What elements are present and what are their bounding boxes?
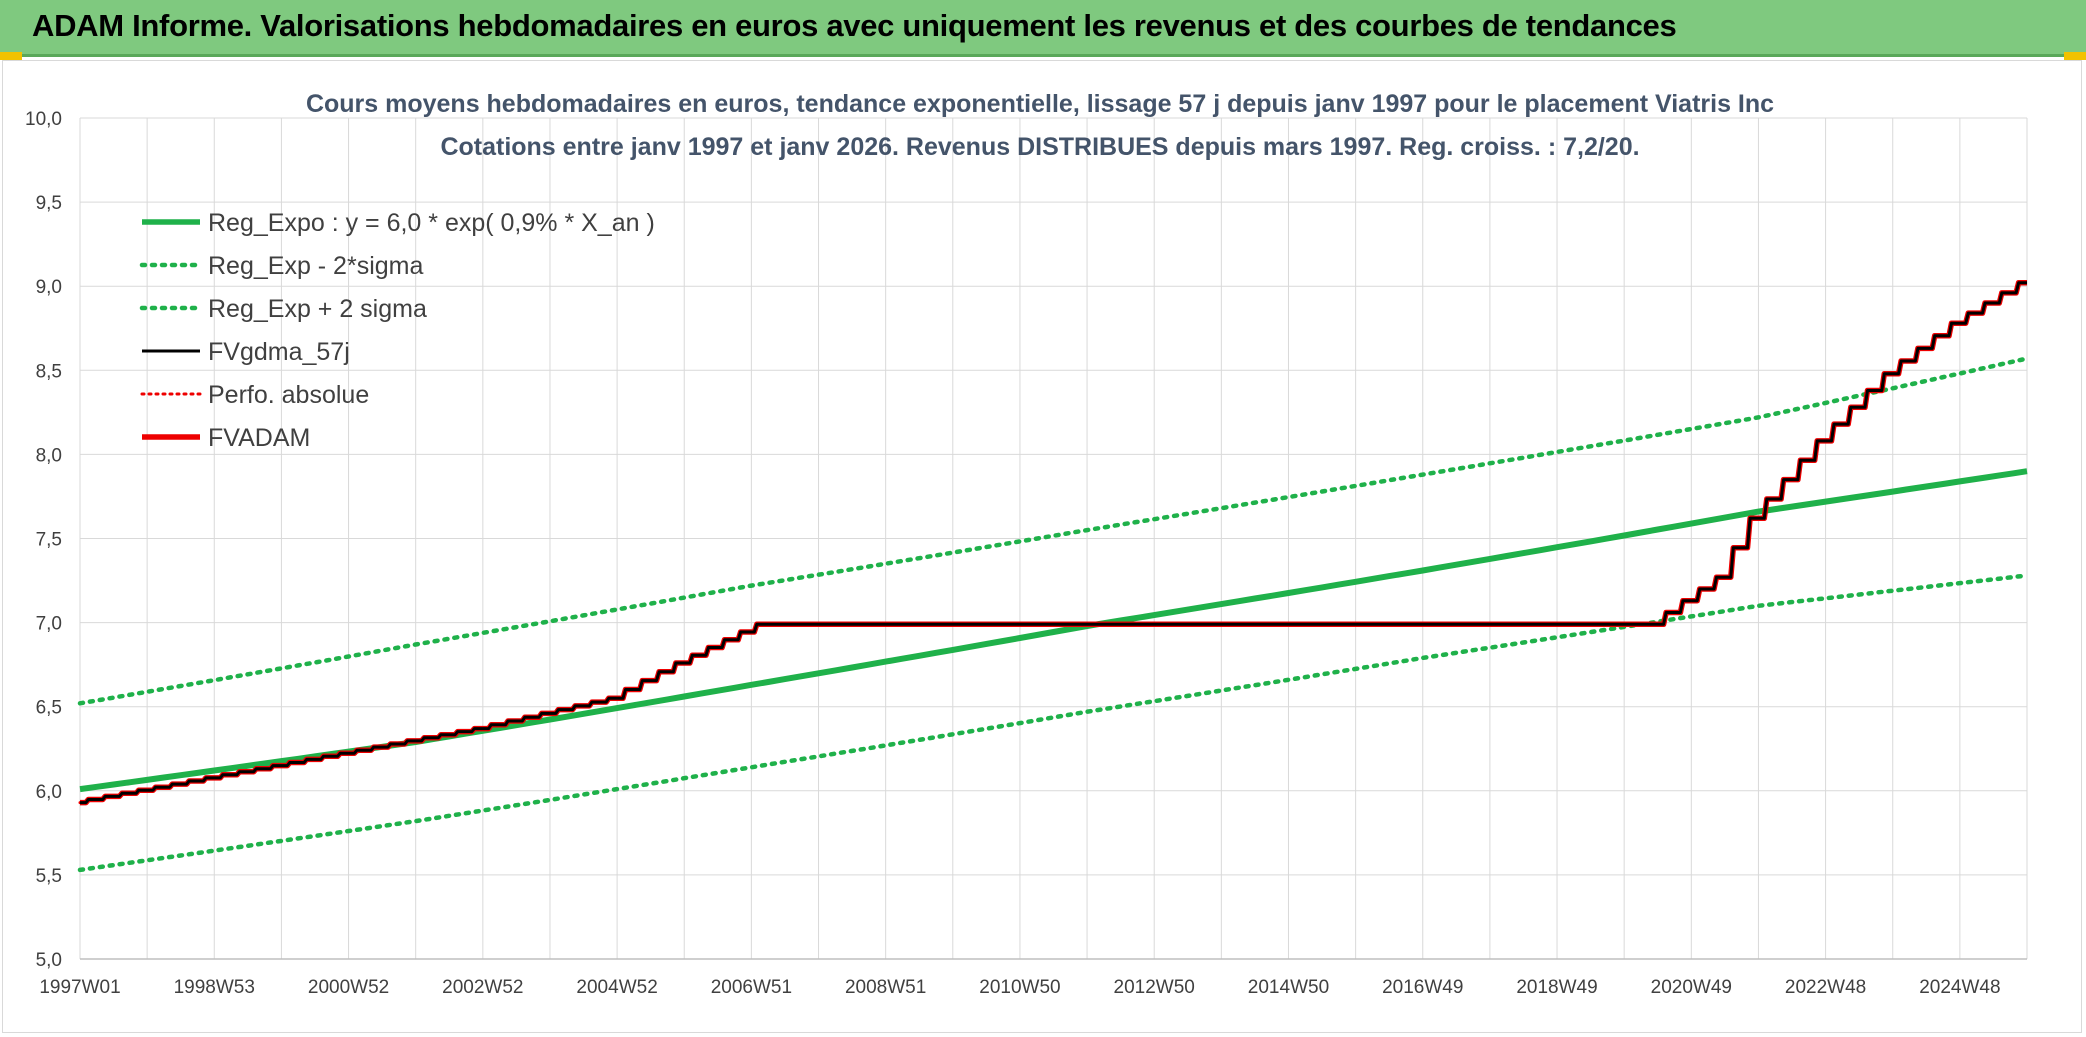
x-tick-label: 2012W50 [1114,977,1195,998]
x-tick-label: 2022W48 [1785,977,1866,998]
x-tick-label: 2014W50 [1248,977,1329,998]
y-tick-label: 8,5 [36,361,62,382]
x-tick-label: 2002W52 [442,977,523,998]
grid [79,117,2028,960]
y-tick-label: 10,0 [25,109,62,130]
x-tick-label: 2000W52 [308,977,389,998]
x-tick-label: 2024W48 [1919,977,2000,998]
legend-label: Reg_Exp + 2 sigma [208,295,427,323]
x-tick-label: 2010W50 [979,977,1060,998]
legend-label: FVgdma_57j [208,338,350,366]
report-title: ADAM Informe. Valorisations hebdomadaire… [32,8,1677,43]
legend-label: FVADAM [208,424,310,452]
legend-label: Reg_Expo : y = 6,0 * exp( 0,9% * X_an ) [208,209,655,237]
x-tick-label: 1998W53 [174,977,255,998]
x-tick-label: 2018W49 [1516,977,1597,998]
legend-label: Reg_Exp - 2*sigma [208,252,423,280]
series-lines [77,280,2030,873]
header-accent-left [0,52,22,60]
series-line-1 [77,573,2030,873]
chart-title: Cours moyens hebdomadaires en euros, ten… [306,90,1774,118]
axes: 5,0 5,5 6,0 6,5 7,0 7,5 8,0 8,5 9,0 9,5 10,0 1997W0… [25,109,2027,998]
x-tick-label: 1997W01 [39,977,120,998]
x-tick-label: 2016W49 [1382,977,1463,998]
legend-label: Perfo. absolue [208,381,369,409]
y-tick-label: 8,0 [36,445,62,466]
y-tick-label: 5,0 [36,950,62,971]
series-line-5 [80,280,2027,806]
y-tick-label: 7,0 [36,614,62,635]
x-tick-label: 2020W49 [1651,977,1732,998]
y-tick-label: 9,0 [36,277,62,298]
series-line-2 [77,356,2030,706]
x-tick-label: 2006W51 [711,977,792,998]
series-line-4 [78,281,2029,805]
series-line-3 [80,281,2027,805]
legend: Reg_Expo : y = 6,0 * exp( 0,9% * X_an ) R… [139,209,655,452]
y-tick-label: 9,5 [36,193,62,214]
header-accent-right [2064,52,2086,60]
x-tick-label: 2004W52 [576,977,657,998]
y-tick-label: 7,5 [36,530,62,551]
report-header: ADAM Informe. Valorisations hebdomadaire… [0,0,2086,57]
x-tick-label: 2008W51 [845,977,926,998]
y-tick-label: 6,5 [36,698,62,719]
y-tick-label: 5,5 [36,866,62,887]
y-tick-label: 6,0 [36,782,62,803]
chart-frame [2,60,2082,1033]
series-line-0 [79,468,2028,793]
chart-subtitle: Cotations entre janv 1997 et janv 2026. … [440,133,1639,161]
